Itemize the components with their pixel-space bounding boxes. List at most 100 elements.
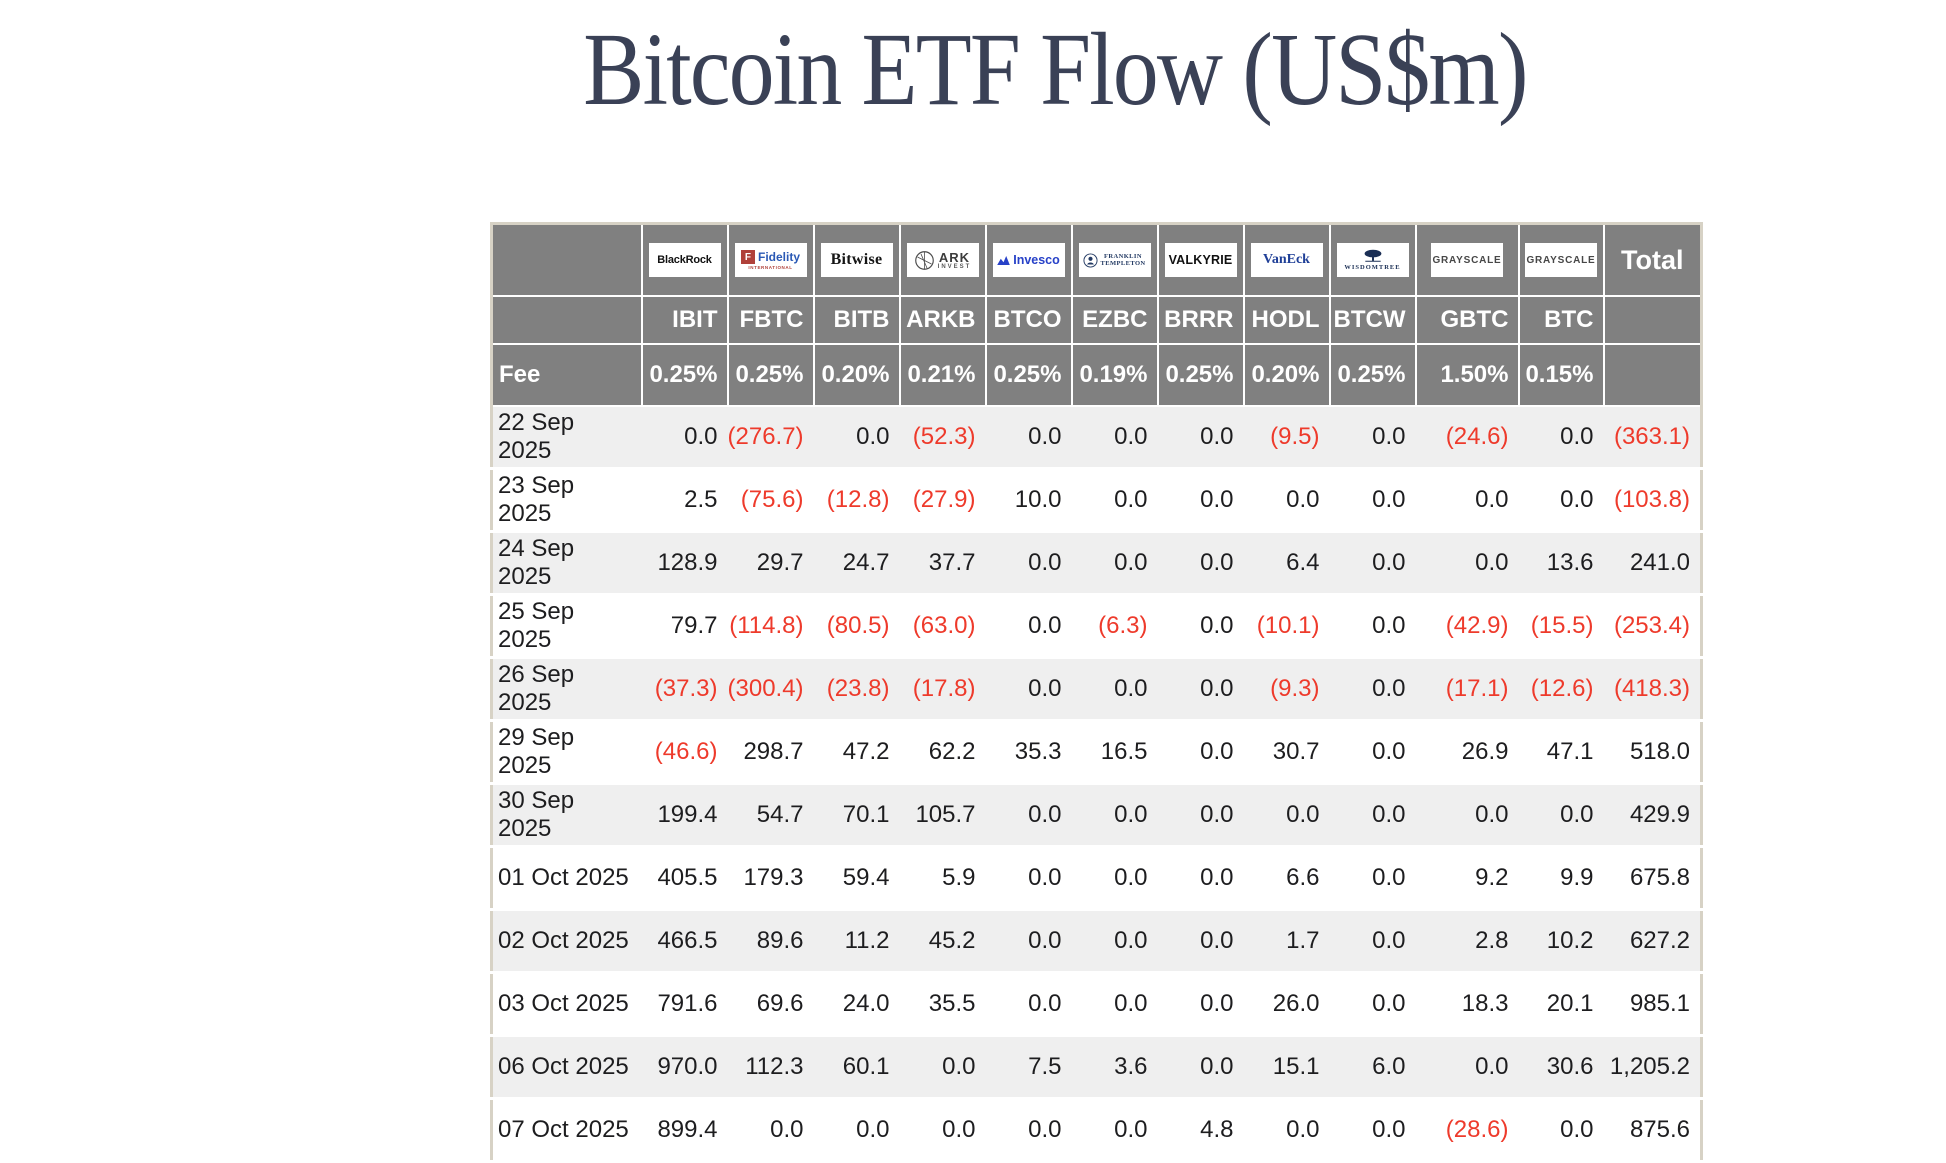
flow-value-cell: 29.7 (727, 531, 814, 596)
total-value-cell: (418.3) (1603, 657, 1702, 722)
flow-value-cell: (10.1) (1243, 594, 1330, 659)
flow-value-cell: 0.0 (1518, 406, 1604, 470)
total-value-cell: 675.8 (1603, 846, 1702, 911)
flow-value-cell: 0.0 (985, 972, 1072, 1037)
flow-value-cell: 2.8 (1415, 909, 1519, 974)
flow-value-cell: 9.2 (1415, 846, 1519, 911)
flow-value-cell: 0.0 (641, 406, 728, 470)
table-row: 01 Oct 2025 405.5 179.3 59.4 5.9 0.0 0.0 0.0 6.6… (491, 846, 1702, 911)
invesco-logo-text: Invesco (1013, 253, 1060, 267)
flow-value-cell: 0.0 (985, 594, 1072, 659)
flow-value-cell: 0.0 (985, 1098, 1072, 1163)
total-column-header: Total (1602, 222, 1703, 297)
page-title: Bitcoin ETF Flow (US$m) (583, 12, 1528, 127)
flow-value-cell: 0.0 (1415, 1035, 1519, 1100)
ticker-arkb: ARKB (898, 295, 987, 345)
table-row: 23 Sep 2025 2.5 (75.6) (12.8) (27.9) 10.0 0.0 0… (491, 468, 1702, 533)
flow-value-cell: 0.0 (985, 406, 1072, 470)
table-row: 30 Sep 2025 199.4 54.7 70.1 105.7 0.0 0.0 0.0 0.… (491, 783, 1702, 848)
flow-value-cell: 89.6 (727, 909, 814, 974)
flow-value-cell: 0.0 (1329, 657, 1416, 722)
total-value-cell: (253.4) (1603, 594, 1702, 659)
flow-value-cell: 128.9 (641, 531, 728, 596)
flow-value-cell: 7.5 (985, 1035, 1072, 1100)
table-row: 03 Oct 2025 791.6 69.6 24.0 35.5 0.0 0.0 0.0 26.… (491, 972, 1702, 1037)
flow-value-cell: 6.0 (1329, 1035, 1416, 1100)
flow-value-cell: 0.0 (1329, 846, 1416, 911)
flow-value-cell: (28.6) (1415, 1098, 1519, 1163)
flow-value-cell: 4.8 (1157, 1098, 1244, 1163)
flow-value-cell: 0.0 (985, 783, 1072, 848)
ticker-hodl: HODL (1242, 295, 1331, 345)
bitwise-logo: Bitwise (820, 243, 893, 277)
flow-value-cell: 0.0 (1243, 468, 1330, 533)
flow-value-cell: 0.0 (1518, 468, 1604, 533)
date-cell: 06 Oct 2025 (491, 1035, 642, 1100)
fee-row-label: Fee (490, 343, 643, 407)
fee-btco: 0.25% (984, 343, 1073, 407)
column-header-blackrock: BlackRock (640, 222, 729, 297)
flow-value-cell: 10.2 (1518, 909, 1604, 974)
ticker-btc: BTC (1517, 295, 1605, 345)
column-header-bitwise: Bitwise (812, 222, 901, 297)
flow-value-cell: (276.7) (727, 406, 814, 470)
fidelity-logo: F Fidelity INTERNATIONAL (734, 243, 807, 277)
flow-value-cell: 59.4 (813, 846, 900, 911)
flow-value-cell: 0.0 (1071, 468, 1158, 533)
table-row: 26 Sep 2025 (37.3) (300.4) (23.8) (17.8) 0.0 0… (491, 657, 1702, 722)
table-row: 29 Sep 2025 (46.6) 298.7 47.2 62.2 35.3 16.5 0.… (491, 720, 1702, 785)
blackrock-logo-text: BlackRock (657, 254, 712, 266)
flow-value-cell: (9.3) (1243, 657, 1330, 722)
flow-value-cell: 30.6 (1518, 1035, 1604, 1100)
flow-value-cell: 0.0 (1329, 406, 1416, 470)
valkyrie-logo-text: VALKYRIE (1168, 253, 1233, 267)
vaneck-logo: VanEck (1250, 243, 1323, 277)
flow-value-cell: 0.0 (1071, 406, 1158, 470)
flow-value-cell: 37.7 (899, 531, 986, 596)
flow-value-cell: 0.0 (1157, 657, 1244, 722)
flow-value-cell: (17.8) (899, 657, 986, 722)
fee-total-empty-cell (1602, 343, 1703, 407)
flow-value-cell: (6.3) (1071, 594, 1158, 659)
flow-value-cell: 0.0 (985, 846, 1072, 911)
wisdomtree-logo-text: WISDOMTREE (1344, 264, 1401, 271)
flow-value-cell: 70.1 (813, 783, 900, 848)
flow-value-cell: 69.6 (727, 972, 814, 1037)
flow-value-cell: 15.1 (1243, 1035, 1330, 1100)
flow-value-cell: 970.0 (641, 1035, 728, 1100)
flow-value-cell: 0.0 (985, 531, 1072, 596)
flow-value-cell: 0.0 (1518, 783, 1604, 848)
flow-value-cell: (300.4) (727, 657, 814, 722)
flow-value-cell: 45.2 (899, 909, 986, 974)
fee-brrr: 0.25% (1156, 343, 1245, 407)
column-header-vaneck: VanEck (1242, 222, 1331, 297)
flow-data-rows: 22 Sep 2025 0.0 (276.7) 0.0 (52.3) 0.0 0.0 0.0(… (491, 406, 1702, 1163)
date-cell: 22 Sep 2025 (491, 406, 642, 470)
date-cell: 29 Sep 2025 (491, 720, 642, 785)
flow-value-cell: 1.7 (1243, 909, 1330, 974)
flow-value-cell: 791.6 (641, 972, 728, 1037)
flow-value-cell: 0.0 (1157, 783, 1244, 848)
column-header-wisdomtree: WISDOMTREE (1328, 222, 1417, 297)
fidelity-logo-row: F Fidelity (740, 250, 800, 264)
flow-value-cell: 0.0 (1071, 909, 1158, 974)
flow-value-cell: 54.7 (727, 783, 814, 848)
ticker-total-empty-cell (1602, 295, 1703, 345)
flow-value-cell: 0.0 (1157, 468, 1244, 533)
flow-value-cell: 60.1 (813, 1035, 900, 1100)
flow-value-cell: 0.0 (1329, 720, 1416, 785)
date-cell: 25 Sep 2025 (491, 594, 642, 659)
flow-value-cell: 0.0 (1329, 783, 1416, 848)
flow-value-cell: 0.0 (985, 909, 1072, 974)
templeton-logo-text: TEMPLETON (1100, 260, 1146, 267)
flow-value-cell: (15.5) (1518, 594, 1604, 659)
ark-logo-text-block: ARK INVEST (938, 251, 972, 270)
flow-value-cell: 3.6 (1071, 1035, 1158, 1100)
flow-value-cell: 0.0 (813, 1098, 900, 1163)
franklin-logo-text-block: FRANKLIN TEMPLETON (1100, 253, 1145, 268)
flow-value-cell: 899.4 (641, 1098, 728, 1163)
flow-value-cell: 18.3 (1415, 972, 1519, 1037)
bitcoin-etf-flow-table: BlackRock F Fidelity INTERNATIONAL Bitwi… (490, 222, 1703, 1163)
flow-value-cell: 199.4 (641, 783, 728, 848)
flow-value-cell: 6.6 (1243, 846, 1330, 911)
